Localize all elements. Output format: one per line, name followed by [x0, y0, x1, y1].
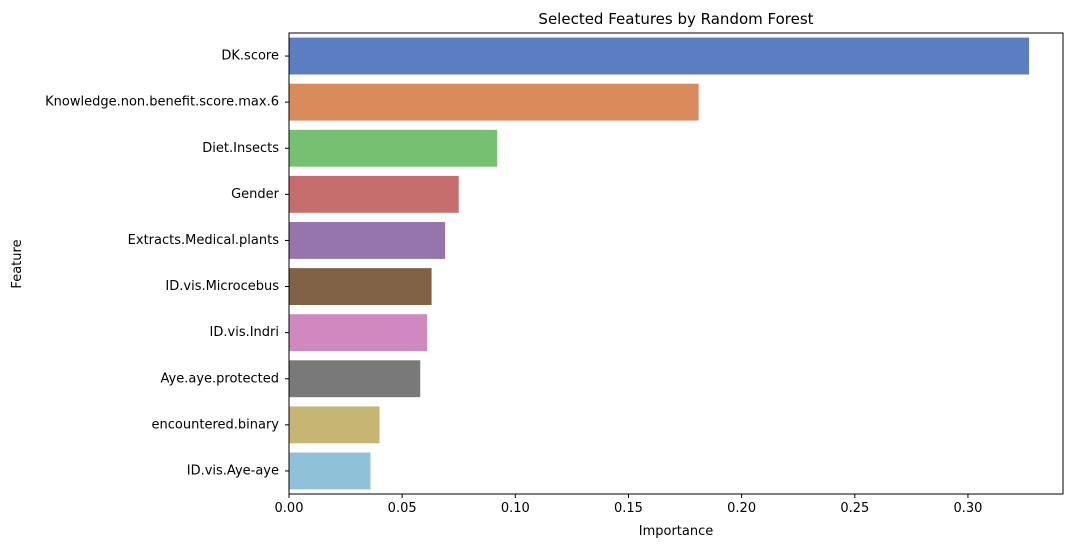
y-tick-label-3: Gender	[231, 187, 280, 202]
y-tick-label-2: Diet.Insects	[202, 141, 279, 156]
y-tick-label-9: ID.vis.Aye-aye	[187, 463, 279, 478]
bar-7	[289, 360, 421, 398]
bar-6	[289, 314, 428, 352]
y-tick-label-0: DK.score	[221, 49, 279, 64]
bar-2	[289, 129, 498, 167]
x-tick-label-1: 0.05	[388, 501, 417, 516]
x-tick-label-5: 0.25	[840, 501, 869, 516]
y-tick-label-6: ID.vis.Indri	[210, 325, 279, 340]
plot-frame	[288, 32, 1064, 495]
x-tick-label-2: 0.10	[501, 501, 530, 516]
bar-8	[289, 406, 380, 444]
chart-title: Selected Features by Random Forest	[538, 10, 813, 28]
bar-9	[289, 452, 371, 490]
x-tick-label-0: 0.00	[275, 501, 304, 516]
bar-5	[289, 268, 432, 305]
x-axis-label: Importance	[639, 524, 714, 539]
bar-0	[289, 37, 1030, 75]
x-tick-layer: 0.00 0.05 0.10 0.15 0.20 0.25 0.30	[275, 494, 982, 516]
x-tick-label-4: 0.20	[727, 501, 756, 516]
bar-1	[289, 83, 699, 121]
bars-layer	[289, 37, 1030, 490]
bar-4	[289, 222, 446, 259]
y-tick-label-1: Knowledge.non.benefit.score.max.6	[45, 95, 279, 110]
y-axis-label: Feature	[10, 239, 25, 288]
y-tick-label-4: Extracts.Medical.plants	[128, 233, 280, 248]
y-tick-label-8: encountered.binary	[152, 417, 280, 432]
y-tick-label-5: ID.vis.Microcebus	[165, 279, 279, 294]
x-tick-label-6: 0.30	[953, 501, 982, 516]
bar-3	[289, 175, 459, 213]
x-tick-label-3: 0.15	[614, 501, 643, 516]
y-tick-label-7: Aye.aye.protected	[161, 371, 279, 386]
y-tick-layer: DK.score Knowledge.non.benefit.score.max.…	[45, 49, 289, 478]
